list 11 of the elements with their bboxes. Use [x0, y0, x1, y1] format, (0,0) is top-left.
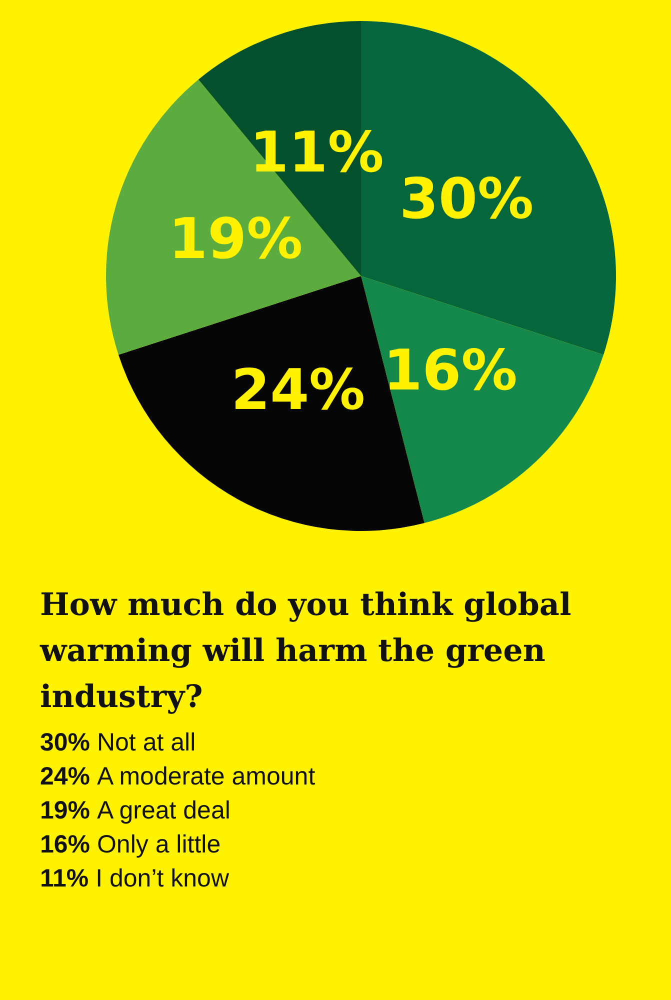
text: 24% A moderate amount	[40, 762, 316, 790]
data-label: 11%	[250, 120, 384, 186]
data-label: 19%	[168, 207, 303, 272]
text: 16% Only a little	[40, 830, 221, 858]
data-label: 30%	[400, 166, 534, 232]
text: 19% A great deal	[40, 796, 230, 824]
data-label: 16%	[383, 338, 518, 404]
data-label: 24%	[231, 358, 366, 423]
text: How much do you think global warming will harm the green industry?	[39, 587, 582, 715]
text: 30% Not at all	[40, 728, 196, 756]
text: 11% I don’t know	[40, 864, 230, 892]
